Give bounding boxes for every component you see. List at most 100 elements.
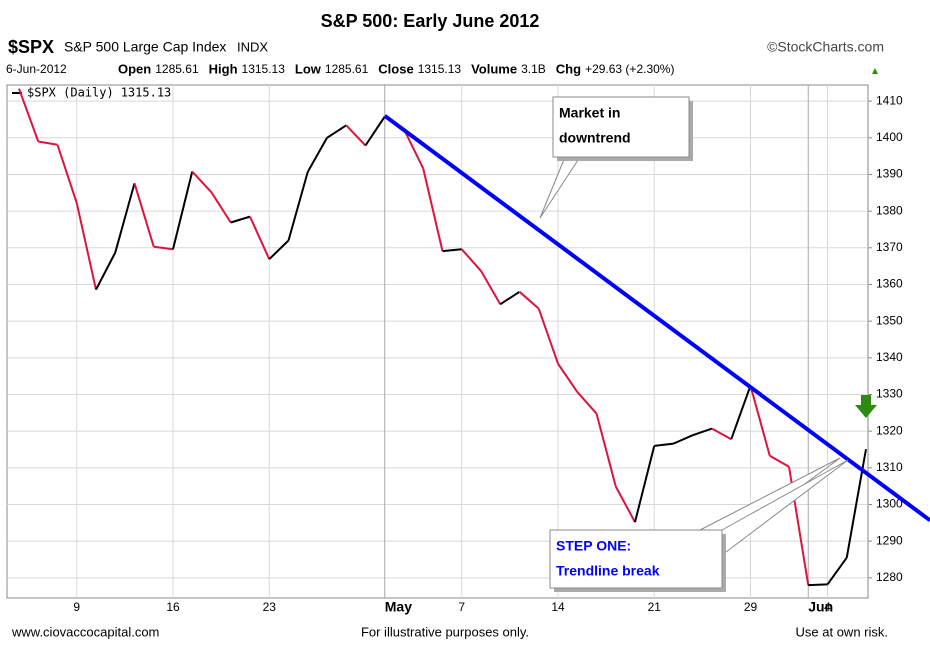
y-tick-label: 1280 [876,570,903,584]
stat-value: 1315.13 [242,62,286,76]
price-segment [461,248,482,272]
x-tick-label: May [385,599,412,615]
price-segment [172,171,194,250]
y-tick-label: 1360 [876,277,903,291]
price-segment [153,245,174,251]
stat-label: Open [118,61,151,76]
callout-text: Trendline break [556,563,660,579]
legend-last: 1315.13 [121,86,172,100]
price-segment [537,308,559,365]
price-segment [403,128,425,170]
x-tick-label: 21 [648,600,662,614]
stat-label: Close [378,61,413,76]
y-tick-label: 1400 [876,130,903,144]
price-segment [826,557,848,586]
price-segment [287,171,309,241]
price-segment [306,137,328,173]
price-segment [422,168,444,252]
y-tick-label: 1370 [876,240,903,254]
price-segment [808,583,828,587]
price-segment [518,291,540,310]
x-tick-label: 7 [458,600,465,614]
callout-box [549,529,723,589]
y-tick-label: 1390 [876,167,903,181]
price-segment [442,248,462,253]
price-segment [557,363,579,393]
symbol: $SPX [8,37,54,57]
price-segment [654,442,674,447]
callout-text: STEP ONE: [556,538,631,554]
trendline [383,114,930,522]
price-segment [345,124,367,147]
price-segment [364,115,386,147]
price-segment [730,385,752,440]
footer-right: Use at own risk. [796,624,888,639]
stat-label: High [209,61,238,76]
price-segment [191,170,213,194]
x-tick-label: 4 [824,600,831,614]
index-name: S&P 500 Large Cap Index [64,39,226,55]
stat-value: 1285.61 [325,62,369,76]
price-segment [38,140,58,146]
price-segment [268,239,290,260]
price-segment [95,252,117,291]
legend-name: $SPX (Daily) [27,86,114,100]
chart-title: S&P 500: Early June 2012 [321,11,540,31]
x-tick-label: 23 [263,600,277,614]
stat-value: 3.1B [521,62,546,76]
price-segment [230,215,251,224]
price-segment [499,290,521,306]
y-tick-label: 1320 [876,423,903,437]
x-tick-label: 14 [551,600,565,614]
plot-frame [6,84,869,599]
footer-left: www.ciovaccocapital.com [11,624,159,639]
callout-text: Market in [559,105,620,121]
x-tick-label: Jun [808,599,833,615]
stat-label: Volume [471,61,517,76]
price-segment [576,391,598,415]
price-segment [711,427,732,441]
price-segment [595,413,617,487]
price-segment [18,88,40,142]
x-tick-label: 16 [166,600,180,614]
source: ©StockCharts.com [767,39,884,55]
price-segment [114,183,136,253]
price-segment [614,486,636,523]
price-segment [749,385,771,456]
y-tick-label: 1310 [876,460,903,474]
price-segment [56,144,78,204]
price-segment [769,454,790,468]
price-segment [692,427,713,437]
footer-center: For illustrative purposes only. [361,624,529,639]
price-segment [634,445,656,523]
price-segment [326,124,347,139]
stat-value: +29.63 (+2.30%) [585,62,674,76]
y-tick-label: 1350 [876,313,903,327]
stat-value: 1315.13 [418,62,462,76]
price-segment [210,191,232,224]
price-segment [75,202,97,290]
price-segment [845,448,867,558]
y-tick-label: 1300 [876,497,903,511]
x-tick-label: 9 [73,600,80,614]
stat-value: 1285.61 [155,62,199,76]
stats: Open 1285.61 High 1315.13 Low 1285.61 Close 131… [118,61,674,76]
stat-label: Chg [556,61,581,76]
callout-box [552,96,690,158]
y-tick-label: 1410 [876,93,903,107]
x-tick-label: 29 [744,600,758,614]
y-tick-label: 1340 [876,350,903,364]
y-tick-label: 1380 [876,203,903,217]
price-segment [673,434,694,445]
y-tick-label: 1330 [876,387,903,401]
price-segment [480,270,502,305]
up-indicator [872,68,878,74]
stat-label: Low [295,61,322,76]
price-segment [249,216,271,260]
exchange: INDX [237,39,268,54]
price-segment [133,182,155,248]
callout-text: downtrend [559,130,631,146]
break-marker [855,395,877,418]
y-tick-label: 1290 [876,533,903,547]
